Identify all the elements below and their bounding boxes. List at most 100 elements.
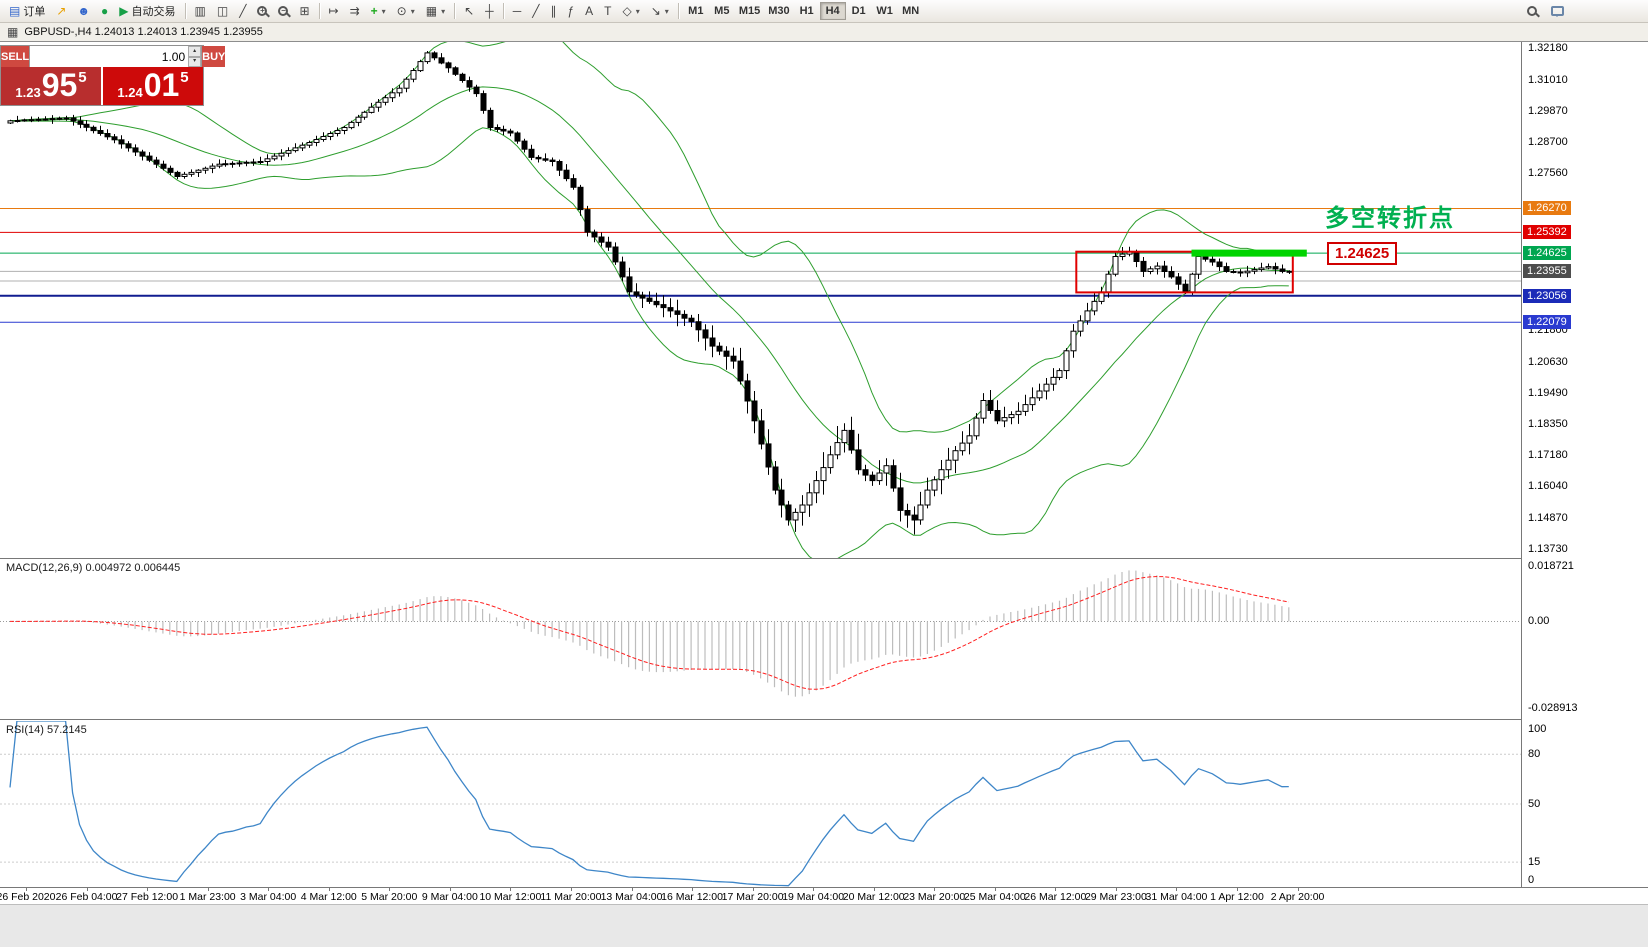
buy-price-big: 01	[143, 67, 180, 103]
search-icon[interactable]	[1527, 6, 1537, 16]
new-chart-button[interactable]: + ▾	[366, 1, 391, 21]
price-tag: 1.24625	[1523, 246, 1571, 261]
chat-icon[interactable]	[1551, 6, 1564, 17]
price-tag: 1.22079	[1523, 315, 1571, 330]
toolbar-separator	[184, 3, 186, 19]
rsi-axis-label: 50	[1528, 798, 1541, 810]
time-axis-label: 4 Mar 12:00	[300, 891, 357, 903]
autotrading-icon: ▶	[119, 4, 129, 18]
candlestick-chart-button[interactable]: ◫	[212, 1, 233, 21]
time-axis-tick	[389, 888, 391, 891]
new-order-icon: ▤	[9, 4, 21, 18]
chevron-down-icon: ▾	[664, 6, 669, 16]
indicator-list-button[interactable]: ↗	[51, 1, 71, 21]
chevron-down-icon: ▾	[441, 6, 446, 16]
new-order-button[interactable]: ▤ 订单	[4, 1, 50, 21]
cursor-button[interactable]: ↖	[459, 1, 479, 21]
tab-timeframe-M1[interactable]: M1	[683, 2, 709, 20]
time-axis-label: 1 Mar 23:00	[179, 891, 236, 903]
tile-windows-button[interactable]: ⊞	[294, 1, 314, 21]
tab-timeframe-M15[interactable]: M15	[735, 2, 764, 20]
tab-timeframe-M30[interactable]: M30	[764, 2, 793, 20]
time-axis-tick	[994, 888, 996, 891]
clock-icon: ⊙	[396, 4, 407, 18]
time-axis-tick	[1176, 888, 1178, 891]
trendline-tool-button[interactable]: ╱	[527, 1, 544, 21]
price-axis-label: 1.19490	[1528, 386, 1568, 399]
toolbar-separator	[677, 3, 679, 19]
chart-area[interactable]: 1.32180 1.31010 1.29870 1.28700 1.27560 1.218…	[0, 42, 1648, 947]
time-axis-tick	[934, 888, 936, 891]
tab-timeframe-W1[interactable]: W1	[872, 2, 898, 20]
level-callout-label[interactable]: 1.24625	[1327, 242, 1398, 265]
price-axis-label: 1.20630	[1528, 355, 1568, 368]
time-axis-label: 25 Mar 04:00	[963, 891, 1026, 903]
fibonacci-icon: ƒ	[567, 4, 575, 18]
time-axis-tick	[268, 888, 270, 891]
timeframe-toolbar: M1 M5 M15 M30 H1 H4 D1 W1 MN	[683, 2, 924, 20]
time-axis-tick	[1297, 888, 1299, 891]
price-axis-label: 1.32180	[1528, 41, 1568, 54]
new-order-label: 订单	[23, 6, 46, 18]
text-tool-button[interactable]: A	[580, 1, 598, 21]
indicator-arrow-icon: ↗	[56, 4, 67, 18]
time-axis-tick	[26, 888, 27, 891]
line-chart-button[interactable]: ╱	[234, 1, 251, 21]
volume-input[interactable]	[30, 46, 189, 67]
toolbar-separator	[502, 3, 504, 19]
rsi-axis-label: 80	[1528, 748, 1541, 761]
tab-timeframe-D1[interactable]: D1	[846, 2, 872, 20]
auto-scroll-button[interactable]: ↦	[324, 1, 344, 21]
tab-timeframe-H4[interactable]: H4	[819, 2, 846, 20]
time-axis-tick	[449, 888, 451, 891]
line-chart-icon: ╱	[239, 4, 247, 18]
community-button[interactable]: ●	[96, 1, 113, 21]
price-tag: 1.26270	[1523, 201, 1571, 216]
buy-price-display[interactable]: 1.24 01 5	[103, 67, 203, 105]
time-axis-label: 10 Mar 12:00	[479, 891, 542, 903]
periods-button[interactable]: ⊙ ▾	[392, 1, 420, 21]
zoom-out-button[interactable]: −	[273, 1, 293, 21]
price-axis-label: 1.29870	[1528, 104, 1568, 117]
volume-up-button[interactable]: ▴	[188, 46, 202, 57]
shapes-tool-button[interactable]: ◇ ▾	[617, 1, 644, 21]
rsi-pane	[0, 721, 1521, 887]
text-icon: A	[585, 4, 594, 18]
macd-axis-label: -0.028913	[1528, 702, 1578, 715]
turning-point-annotation[interactable]: 多空转折点	[1325, 205, 1455, 232]
chart-shift-button[interactable]: ⇉	[345, 1, 365, 21]
sell-price-display[interactable]: 1.23 95 5	[1, 67, 101, 105]
buy-button[interactable]: BUY	[202, 46, 226, 67]
time-axis-label: 17 Mar 20:00	[721, 891, 784, 903]
fibonacci-tool-button[interactable]: ƒ	[562, 1, 579, 21]
crosshair-icon: ┼	[485, 4, 494, 18]
time-axis-label: 26 Mar 12:00	[1024, 891, 1087, 903]
volume-down-button[interactable]: ▾	[188, 56, 202, 67]
volume-stepper: ▴ ▾	[188, 46, 202, 67]
templates-button[interactable]: ▦ ▾	[421, 1, 450, 21]
horizontal-line-icon: ─	[512, 4, 522, 18]
profiles-button[interactable]: ☻	[72, 1, 95, 21]
chevron-down-icon: ▾	[410, 6, 415, 16]
channel-tool-button[interactable]: ∥	[545, 1, 561, 21]
time-axis-label: 31 Mar 04:00	[1145, 891, 1208, 903]
bar-chart-button[interactable]: ▥	[190, 1, 211, 21]
arrows-tool-button[interactable]: ↘ ▾	[646, 1, 674, 21]
zoom-in-button[interactable]: +	[252, 1, 272, 21]
time-axis-tick	[86, 888, 88, 891]
tab-timeframe-M5[interactable]: M5	[709, 2, 735, 20]
label-tool-button[interactable]: T	[599, 1, 616, 21]
horizontal-line-tool-button[interactable]: ─	[508, 1, 527, 21]
zoom-out-icon: −	[278, 6, 289, 16]
crosshair-button[interactable]: ┼	[480, 1, 499, 21]
tab-timeframe-H1[interactable]: H1	[794, 2, 820, 20]
time-axis: 26 Feb 2020 26 Feb 04:00 27 Feb 12:00 1 Mar…	[0, 887, 1648, 904]
chart-canvas[interactable]	[0, 42, 1521, 887]
rsi-axis-label: 15	[1528, 856, 1541, 869]
time-axis-label: 20 Mar 12:00	[842, 891, 905, 903]
sell-button[interactable]: SELL	[1, 46, 30, 67]
tab-timeframe-MN[interactable]: MN	[898, 2, 924, 20]
consolidation-box-annotation[interactable]	[1075, 250, 1294, 294]
price-axis: 1.32180 1.31010 1.29870 1.28700 1.27560 1.218…	[1521, 42, 1648, 887]
autotrading-button[interactable]: ▶ 自动交易	[114, 1, 180, 21]
